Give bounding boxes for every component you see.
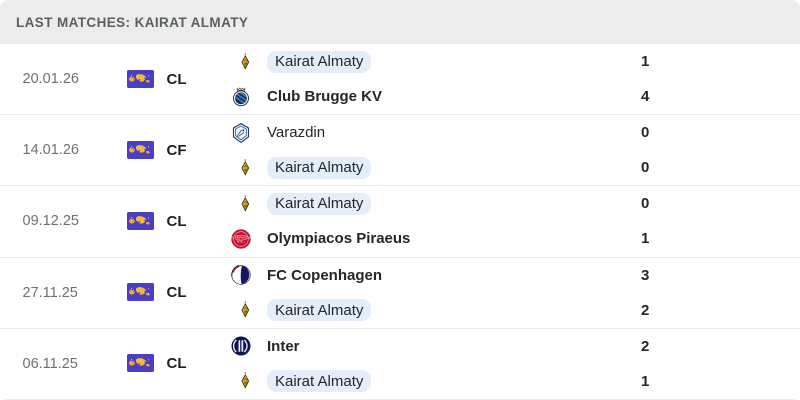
svg-text:F.C.: F.C.	[237, 238, 245, 243]
